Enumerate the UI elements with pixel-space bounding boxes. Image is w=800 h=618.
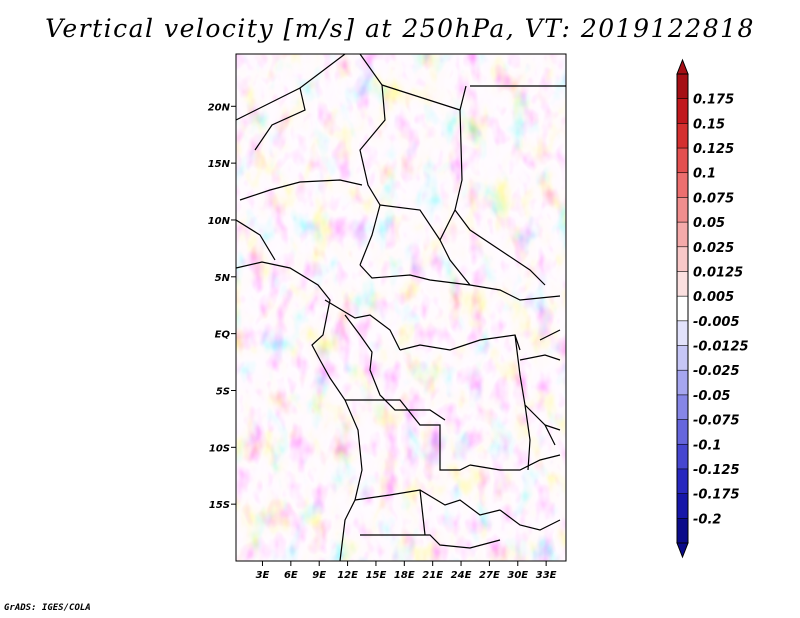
colorbar-segment bbox=[677, 123, 688, 149]
x-tick-label: 3E bbox=[256, 570, 270, 581]
footer-credit: GrADS: IGES/COLA bbox=[4, 603, 91, 613]
colorbar-label: 0.15 bbox=[693, 117, 725, 132]
colorbar-label: 0.0125 bbox=[693, 265, 743, 280]
y-tick-label: EQ bbox=[215, 330, 231, 341]
colorbar-segment bbox=[677, 222, 688, 248]
colorbar-segment bbox=[677, 518, 688, 544]
colorbar-label: -0.1 bbox=[693, 438, 721, 453]
colorbar-label: -0.005 bbox=[693, 315, 740, 330]
x-axis-ticks: 3E 6E 9E 12E 15E 18E 21E 24E 27E 30E 33E bbox=[256, 561, 557, 581]
colorbar-segment bbox=[677, 419, 688, 445]
colorbar-label: -0.025 bbox=[693, 364, 740, 379]
y-tick-label: 15N bbox=[208, 159, 231, 170]
colorbar-label: -0.05 bbox=[693, 389, 730, 404]
colorbar-segment bbox=[677, 296, 688, 322]
x-tick-label: 9E bbox=[312, 570, 326, 581]
vertical-velocity-field bbox=[236, 54, 566, 561]
colorbar-label: 0.025 bbox=[693, 241, 734, 256]
chart-title: Vertical velocity [m/s] at 250hPa, VT: 2… bbox=[45, 14, 755, 43]
x-tick-label: 24E bbox=[451, 570, 472, 581]
colorbar-segment bbox=[677, 345, 688, 371]
colorbar-label: 0.075 bbox=[693, 191, 734, 206]
y-axis-ticks: 20N 15N 10N 5N EQ 5S 10S 15S bbox=[208, 102, 236, 511]
colorbar-segment bbox=[677, 246, 688, 272]
x-tick-label: 21E bbox=[422, 570, 443, 581]
colorbar-label: -0.175 bbox=[693, 488, 740, 503]
colorbar-label: -0.2 bbox=[693, 512, 721, 527]
colorbar-label: 0.05 bbox=[693, 216, 725, 231]
x-tick-label: 18E bbox=[394, 570, 415, 581]
colorbar-segment bbox=[677, 394, 688, 421]
colorbar-segment bbox=[677, 468, 688, 495]
colorbar-segment bbox=[677, 172, 688, 198]
y-tick-label: 20N bbox=[208, 102, 231, 113]
colorbar-label: 0.005 bbox=[693, 290, 734, 305]
colorbar-label: 0.175 bbox=[693, 93, 734, 108]
colorbar-segment bbox=[677, 148, 688, 174]
colorbar-label: -0.0125 bbox=[693, 340, 749, 355]
x-tick-label: 27E bbox=[479, 570, 500, 581]
y-tick-label: 10N bbox=[208, 216, 231, 227]
colorbar-segment bbox=[677, 98, 688, 124]
colorbar-label: 0.1 bbox=[693, 167, 716, 182]
colorbar-label: 0.125 bbox=[693, 142, 734, 157]
colorbar-label: -0.125 bbox=[693, 463, 740, 478]
y-tick-label: 5N bbox=[215, 273, 231, 284]
map-area bbox=[235, 53, 567, 562]
colorbar-max-arrow bbox=[676, 58, 689, 75]
colorbar-segment bbox=[677, 74, 688, 100]
colorbar-segment bbox=[677, 370, 688, 396]
colorbar-label: -0.075 bbox=[693, 414, 740, 429]
x-tick-label: 33E bbox=[536, 570, 557, 581]
y-tick-label: 5S bbox=[216, 386, 230, 397]
colorbar: 0.175 0.15 0.125 0.1 0.075 0.05 0.025 0.0125 0.0… bbox=[676, 58, 749, 559]
x-tick-label: 30E bbox=[507, 570, 528, 581]
x-tick-label: 6E bbox=[284, 570, 298, 581]
colorbar-segment bbox=[677, 444, 688, 470]
colorbar-frame bbox=[676, 73, 689, 544]
country-borders bbox=[236, 54, 566, 561]
colorbar-min-arrow bbox=[676, 542, 689, 559]
x-tick-label: 12E bbox=[337, 570, 358, 581]
y-tick-label: 15S bbox=[209, 500, 230, 511]
colorbar-segment bbox=[677, 493, 688, 519]
y-tick-label: 10S bbox=[209, 443, 230, 454]
x-tick-label: 15E bbox=[366, 570, 387, 581]
colorbar-segment bbox=[677, 320, 688, 347]
colorbar-segment bbox=[677, 197, 688, 223]
colorbar-segment bbox=[677, 271, 688, 297]
